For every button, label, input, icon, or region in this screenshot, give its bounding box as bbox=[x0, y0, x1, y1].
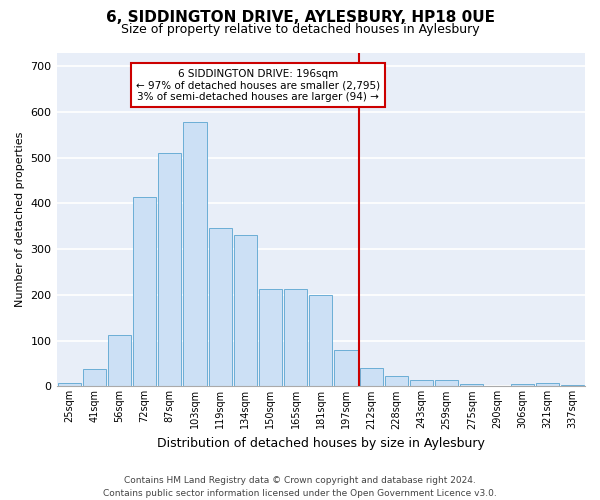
Bar bbox=[83, 370, 106, 386]
Bar bbox=[184, 122, 206, 386]
Bar bbox=[284, 290, 307, 386]
Bar bbox=[234, 236, 257, 386]
Bar bbox=[58, 382, 80, 386]
Text: Contains HM Land Registry data © Crown copyright and database right 2024.
Contai: Contains HM Land Registry data © Crown c… bbox=[103, 476, 497, 498]
Bar bbox=[209, 228, 232, 386]
Text: 6, SIDDINGTON DRIVE, AYLESBURY, HP18 0UE: 6, SIDDINGTON DRIVE, AYLESBURY, HP18 0UE bbox=[106, 10, 494, 25]
Bar bbox=[460, 384, 484, 386]
Text: 6 SIDDINGTON DRIVE: 196sqm
← 97% of detached houses are smaller (2,795)
3% of se: 6 SIDDINGTON DRIVE: 196sqm ← 97% of deta… bbox=[136, 68, 380, 102]
Bar bbox=[561, 384, 584, 386]
Bar bbox=[108, 335, 131, 386]
Bar bbox=[309, 295, 332, 386]
Bar bbox=[359, 368, 383, 386]
Text: Size of property relative to detached houses in Aylesbury: Size of property relative to detached ho… bbox=[121, 22, 479, 36]
Bar bbox=[435, 380, 458, 386]
Bar bbox=[158, 153, 181, 386]
Bar bbox=[133, 196, 156, 386]
Y-axis label: Number of detached properties: Number of detached properties bbox=[15, 132, 25, 307]
X-axis label: Distribution of detached houses by size in Aylesbury: Distribution of detached houses by size … bbox=[157, 437, 485, 450]
Bar bbox=[385, 376, 408, 386]
Bar bbox=[259, 290, 282, 386]
Bar bbox=[410, 380, 433, 386]
Bar bbox=[536, 382, 559, 386]
Bar bbox=[511, 384, 533, 386]
Bar bbox=[334, 350, 358, 387]
